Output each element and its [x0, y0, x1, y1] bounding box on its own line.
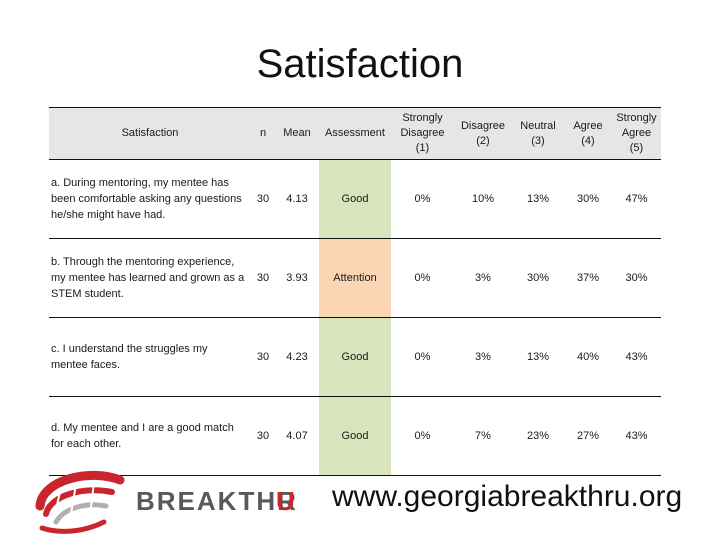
disagree-value: 3% [475, 351, 491, 363]
agree-value: 30% [576, 193, 600, 205]
n-value: 30 [256, 193, 270, 205]
strongly-disagree-value: 0% [414, 430, 431, 442]
strongly-disagree-value: 0% [414, 272, 431, 284]
agree-value: 40% [576, 351, 600, 363]
n-value: 30 [256, 272, 270, 284]
breakthru-logo: BREAKTHR U [20, 462, 320, 538]
strongly-agree-value: 43% [625, 430, 648, 442]
mean-value: 4.23 [286, 351, 308, 363]
assessment-value: Good [319, 159, 391, 239]
neutral-value: 13% [526, 193, 550, 205]
header-mean: Mean [283, 127, 311, 139]
header-strongly-disagree: Strongly Disagree (1) [400, 112, 445, 154]
header-disagree: Disagree (2) [460, 119, 506, 147]
logo-wordmark-main: BREAKTHR [136, 486, 298, 516]
strongly-agree-value: 47% [625, 193, 648, 205]
neutral-value: 13% [526, 351, 550, 363]
disagree-value: 7% [475, 430, 491, 442]
question-text: d. My mentee and I are a good match for … [51, 422, 234, 450]
header-assessment: Assessment [325, 127, 385, 139]
n-value: 30 [256, 430, 270, 442]
disagree-value: 10% [471, 193, 495, 205]
logo-wordmark-accent: U [276, 486, 295, 516]
table-header-row: Satisfaction n Mean Assessment Strongly D… [49, 107, 661, 160]
mean-value: 3.93 [286, 272, 308, 284]
question-text: b. Through the mentoring experience, my … [51, 256, 245, 300]
neutral-value: 30% [526, 272, 550, 284]
question-text: a. During mentoring, my mentee has been … [51, 177, 242, 221]
header-strongly-agree: Strongly Agree (5) [616, 112, 657, 154]
assessment-value: Good [319, 317, 391, 397]
table-row: c. I understand the struggles my mentee … [49, 317, 661, 397]
mean-value: 4.07 [286, 430, 308, 442]
table-row: a. During mentoring, my mentee has been … [49, 159, 661, 239]
mean-value: 4.13 [286, 193, 308, 205]
question-text: c. I understand the struggles my mentee … [51, 343, 208, 371]
assessment-value: Attention [319, 238, 391, 318]
assessment-value: Good [319, 396, 391, 476]
header-item: Satisfaction [121, 127, 179, 139]
header-agree: Agree (4) [573, 119, 603, 147]
table-row: b. Through the mentoring experience, my … [49, 238, 661, 318]
table-row: d. My mentee and I are a good match for … [49, 396, 661, 476]
breakthru-logo-icon: BREAKTHR U [35, 470, 298, 534]
agree-value: 37% [576, 272, 600, 284]
strongly-disagree-value: 0% [414, 193, 431, 205]
header-n: n [259, 127, 267, 139]
n-value: 30 [256, 351, 270, 363]
disagree-value: 3% [475, 272, 491, 284]
strongly-agree-value: 43% [625, 351, 648, 363]
strongly-agree-value: 30% [625, 272, 648, 284]
strongly-disagree-value: 0% [414, 351, 431, 363]
website-url: www.georgiabreakthru.org [332, 480, 683, 513]
page-title: Satisfaction [256, 42, 464, 86]
neutral-value: 23% [526, 430, 550, 442]
agree-value: 27% [576, 430, 600, 442]
satisfaction-table: Satisfaction n Mean Assessment Strongly D… [49, 107, 661, 476]
header-neutral: Neutral (3) [520, 119, 556, 147]
